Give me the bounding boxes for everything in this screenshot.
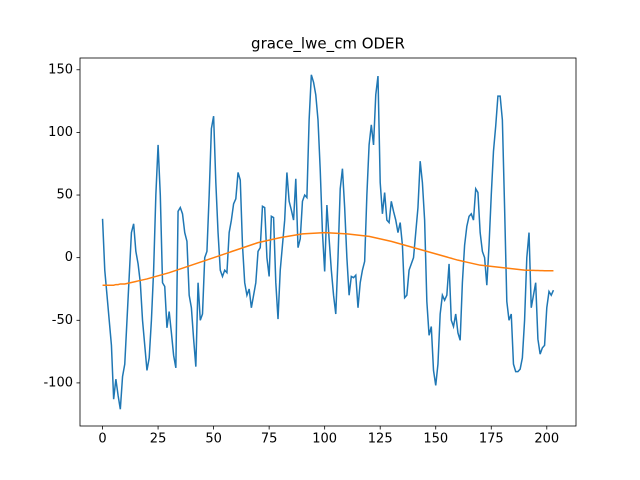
y-tick-label: 50 <box>56 188 73 203</box>
line-series <box>101 74 555 410</box>
x-tick-label: 150 <box>423 432 448 447</box>
x-tick-label: 200 <box>534 432 559 447</box>
chart-title: grace_lwe_cm ODER <box>251 35 405 54</box>
x-tick-label: 0 <box>98 432 106 447</box>
axes-frame <box>79 57 577 427</box>
y-tick-label: 150 <box>48 62 73 77</box>
x-tick-label: 75 <box>261 432 278 447</box>
y-tick-label: 100 <box>48 125 73 140</box>
x-tick-label: 125 <box>368 432 393 447</box>
x-tick-label: 25 <box>150 432 167 447</box>
y-tick-label: -50 <box>52 313 73 328</box>
line-series <box>102 231 554 286</box>
x-tick-label: 100 <box>312 432 337 447</box>
x-tick-label: 175 <box>479 432 504 447</box>
x-tick-label: 50 <box>205 432 222 447</box>
y-tick-label: -100 <box>43 375 73 390</box>
y-tick-label: 0 <box>65 250 73 265</box>
